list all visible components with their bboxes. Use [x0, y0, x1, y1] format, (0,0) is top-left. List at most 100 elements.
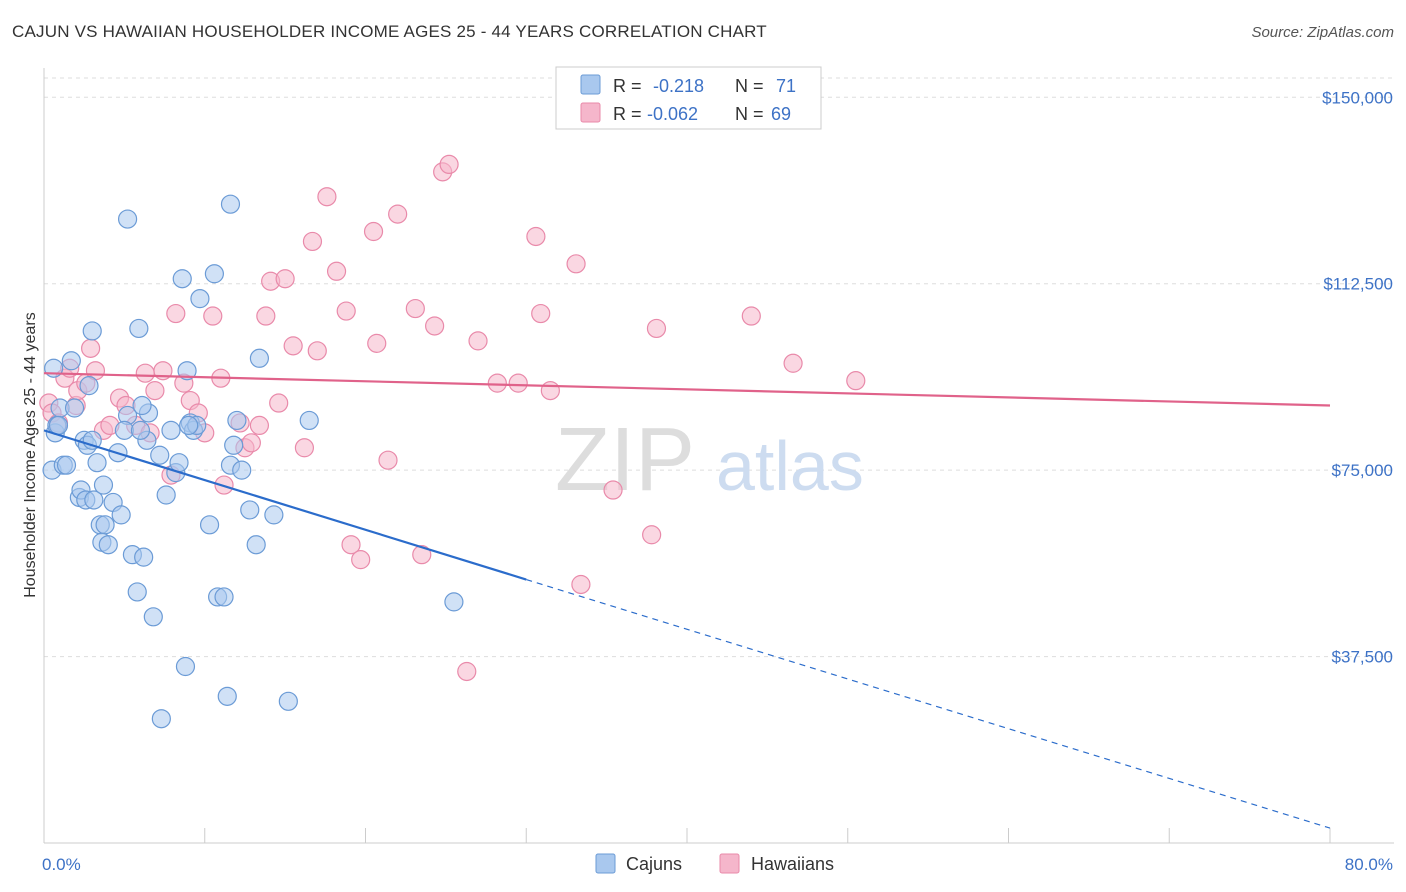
hawaiians-point: [487, 373, 507, 393]
series-legend-swatch-cajuns: [595, 853, 616, 874]
hawaiians-point: [439, 154, 459, 174]
stats-legend: R = -0.218 N = 71 R = -0.062 N = 69: [555, 66, 822, 130]
cajuns-point: [87, 453, 107, 473]
y-tick-label: $112,500: [1323, 275, 1393, 294]
cajuns-point: [190, 289, 210, 309]
hawaiians-point: [363, 221, 384, 242]
hawaiians-point: [81, 338, 101, 358]
cajuns-point: [61, 351, 81, 371]
hawaiians-point: [241, 433, 261, 453]
hawaiians-point: [256, 306, 276, 326]
hawaiians-point: [642, 525, 662, 545]
source-note: Source: ZipAtlas.com: [1251, 24, 1394, 41]
cajuns-point: [156, 485, 176, 505]
cajuns-point: [249, 348, 270, 368]
legend-r-label-cajuns: R =: [613, 76, 642, 96]
y-tick-label: $75,000: [1332, 461, 1393, 480]
cajuns-point: [177, 361, 197, 381]
cajuns-point: [95, 515, 115, 535]
cajuns-point: [204, 264, 224, 284]
cajuns-point: [130, 420, 151, 440]
cajuns-point: [278, 691, 298, 711]
legend-r-value-hawaiians: -0.062: [647, 104, 698, 124]
hawaiians-point: [135, 363, 155, 383]
hawaiians-point: [571, 574, 591, 595]
watermark-atlas: atlas: [716, 427, 864, 505]
cajuns-point: [220, 194, 241, 214]
hawaiians-point: [283, 336, 303, 356]
hawaiians-point: [341, 535, 361, 555]
legend-n-value-hawaiians: 69: [771, 104, 791, 124]
cajuns-point: [217, 686, 237, 706]
cajuns-point: [48, 415, 69, 435]
hawaiians-trend: [43, 372, 1331, 407]
cajuns-point: [93, 475, 114, 495]
y-tick-label: $37,500: [1332, 648, 1393, 667]
cajuns-point: [246, 535, 266, 555]
hawaiians-point: [526, 226, 546, 247]
cajuns-point: [64, 398, 85, 418]
cajuns-point: [151, 709, 171, 729]
hawaiians-point: [566, 254, 586, 274]
cajuns-points: [42, 194, 464, 729]
hawaiians-point: [166, 303, 186, 324]
series-legend-swatch-hawaiians: [719, 853, 740, 874]
hawaiians-point: [412, 545, 432, 565]
hawaiians-point: [275, 269, 295, 289]
hawaiians-point: [249, 415, 270, 435]
cajuns-point: [134, 547, 154, 567]
cajuns-point: [199, 515, 220, 535]
hawaiians-point: [783, 353, 803, 373]
cajuns-point: [79, 376, 99, 396]
x-tick-label-min: 0.0%: [42, 855, 81, 874]
cajuns-point: [117, 209, 138, 229]
cajuns-point: [264, 505, 284, 525]
cajuns-point: [169, 453, 189, 473]
cajuns-trend-dashed: [526, 578, 1331, 829]
hawaiians-point: [351, 550, 371, 570]
gridlines: [44, 77, 1394, 658]
trend-lines: [43, 372, 1331, 829]
hawaiians-point: [367, 333, 387, 353]
hawaiians-point: [388, 204, 408, 224]
hawaiians-point: [646, 318, 667, 339]
watermark-zip: ZIP: [555, 410, 695, 510]
hawaiians-point: [307, 341, 327, 361]
legend-swatch-cajuns: [580, 74, 601, 95]
legend-n-value-cajuns: 71: [776, 76, 796, 96]
hawaiians-point: [457, 661, 477, 682]
legend-r-label-hawaiians: R =: [613, 104, 642, 124]
cajuns-trend-solid: [43, 429, 527, 581]
cajuns-point: [444, 592, 464, 612]
hawaiians-point: [203, 306, 223, 326]
hawaiians-point: [302, 231, 323, 252]
hawaiians-point: [468, 331, 488, 351]
hawaiians-point: [846, 371, 866, 391]
cajuns-point: [129, 318, 149, 339]
cajuns-point: [114, 420, 134, 440]
hawaiians-point: [294, 438, 315, 458]
series-legend-label-cajuns: Cajuns: [626, 854, 682, 874]
legend-n-label-cajuns: N =: [735, 76, 764, 96]
series-legend: Cajuns Hawaiians: [595, 853, 834, 874]
hawaiians-point: [425, 316, 445, 336]
cajuns-point: [172, 269, 192, 289]
cajuns-point: [84, 490, 104, 510]
y-tick-label: $150,000: [1322, 88, 1393, 107]
hawaiians-point: [531, 303, 551, 324]
hawaiians-point: [378, 450, 398, 470]
axes: [43, 68, 1394, 844]
legend-n-label-hawaiians: N =: [735, 104, 764, 124]
cajuns-point: [161, 420, 181, 440]
cajuns-point: [232, 460, 252, 480]
cajuns-point: [127, 582, 147, 602]
cajuns-point: [56, 455, 77, 475]
hawaiians-point: [336, 301, 356, 321]
cajuns-point: [224, 435, 244, 455]
hawaiians-point: [269, 393, 289, 413]
cajuns-point: [150, 445, 170, 465]
hawaiians-point: [540, 381, 560, 401]
hawaiians-point: [317, 187, 337, 207]
hawaiians-point: [508, 373, 528, 393]
